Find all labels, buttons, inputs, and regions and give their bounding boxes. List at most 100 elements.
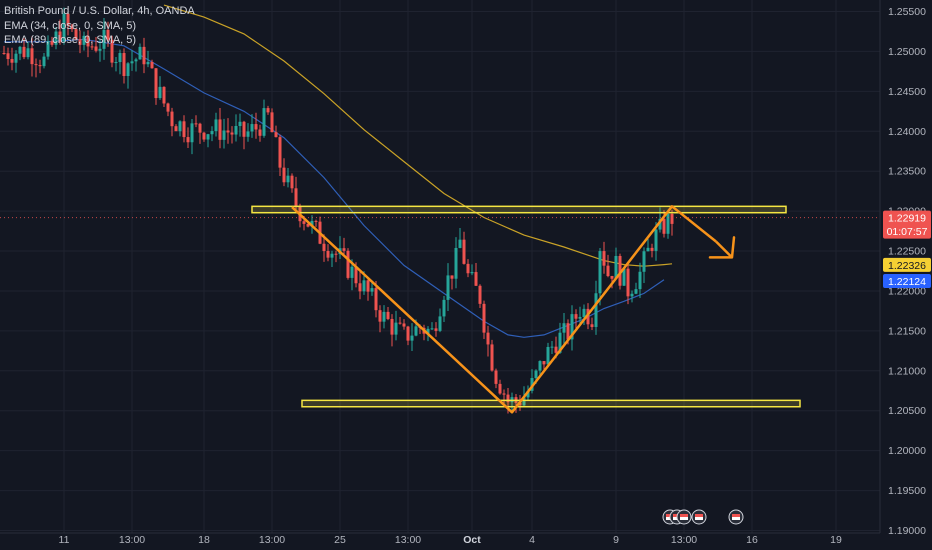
support-zone[interactable]: [301, 399, 801, 408]
candle: [342, 237, 346, 257]
y-tick-label: 1.23500: [888, 166, 926, 178]
candle-body: [210, 131, 214, 135]
y-tick-label: 1.20000: [888, 445, 926, 457]
zones[interactable]: [251, 205, 801, 408]
candle-body: [450, 275, 454, 279]
candle-body: [654, 229, 658, 251]
candle-body: [486, 332, 490, 345]
candle: [334, 250, 338, 263]
pattern-path[interactable]: [291, 205, 717, 414]
flag-icon[interactable]: [676, 509, 692, 525]
candle: [670, 209, 674, 236]
candle-body: [54, 31, 58, 45]
candle: [166, 102, 170, 117]
candle: [274, 125, 278, 138]
ema-34-legend[interactable]: EMA (34, close, 0, SMA, 5): [4, 19, 137, 32]
candle-body: [10, 59, 14, 63]
candle-body: [270, 112, 274, 133]
candle: [182, 115, 186, 143]
ema-89-line: [163, 4, 673, 267]
candle: [634, 282, 638, 295]
candle-body: [158, 86, 162, 99]
candle: [410, 323, 414, 352]
candle: [390, 314, 394, 347]
candle-body: [462, 239, 466, 264]
flag-icon[interactable]: [728, 509, 744, 525]
candle-body: [398, 322, 402, 324]
candle-body: [378, 310, 382, 322]
candle: [290, 173, 294, 193]
flag-icon-stripe: [680, 517, 688, 520]
candle-body: [138, 46, 142, 60]
candle-body: [74, 29, 78, 40]
candle-body: [154, 68, 158, 99]
candle-body: [226, 130, 230, 133]
candle-body: [358, 283, 362, 292]
candle: [490, 339, 494, 372]
candle-body: [266, 108, 270, 113]
candle-body: [294, 188, 298, 206]
candle: [330, 250, 334, 268]
candle-body: [46, 41, 50, 57]
candle-body: [546, 346, 550, 365]
grid: [0, 0, 880, 533]
candle-body: [490, 344, 494, 371]
candle-body: [342, 248, 346, 251]
candle-body: [66, 13, 70, 26]
flag-icon-stripe: [732, 514, 740, 517]
candle: [130, 50, 134, 71]
candle: [138, 43, 142, 60]
candle-body: [186, 137, 190, 143]
candle-body: [454, 247, 458, 279]
candle: [478, 284, 482, 309]
candle: [590, 317, 594, 331]
y-tick-label: 1.21500: [888, 325, 926, 337]
candle-body: [82, 35, 86, 45]
candle: [58, 19, 62, 45]
candle-body: [554, 346, 558, 353]
candle: [394, 310, 398, 341]
candle-body: [330, 253, 334, 258]
candle: [306, 223, 310, 228]
candle: [666, 209, 670, 239]
candle: [258, 124, 262, 142]
candle: [218, 107, 222, 149]
candle-body: [334, 253, 338, 255]
candle: [614, 247, 618, 279]
candle: [442, 295, 446, 322]
candle: [598, 248, 602, 306]
candle-body: [530, 378, 534, 391]
candle: [202, 131, 206, 142]
candle-body: [290, 175, 294, 189]
x-tick-label: 13:00: [259, 534, 285, 546]
flag-icon[interactable]: [691, 509, 707, 525]
candle-body: [2, 53, 6, 55]
candle-body: [574, 314, 578, 319]
candle-body: [174, 126, 178, 132]
candle-body: [322, 243, 326, 251]
candle: [106, 21, 110, 47]
candle-body: [114, 62, 118, 64]
candle-body: [218, 119, 222, 140]
resistance-zone[interactable]: [251, 205, 787, 214]
candle: [86, 30, 90, 58]
candle-body: [118, 53, 122, 63]
candle-body: [90, 46, 94, 48]
candle: [346, 248, 350, 280]
candle: [70, 23, 74, 33]
economic-events[interactable]: [662, 509, 744, 525]
symbol-title[interactable]: British Pound / U.S. Dollar, 4h, OANDA: [4, 5, 195, 17]
candle: [278, 134, 282, 177]
candle-body: [170, 111, 174, 127]
ema-89-legend[interactable]: EMA (89, close, 0, SMA, 5): [4, 34, 137, 46]
candle: [94, 36, 98, 53]
candle: [126, 62, 130, 89]
candle-body: [286, 175, 290, 183]
pattern-drawing[interactable]: [291, 205, 736, 414]
candle-body: [598, 251, 602, 294]
candle-body: [474, 272, 478, 286]
candle-body: [246, 131, 250, 137]
candle-body: [578, 316, 582, 319]
